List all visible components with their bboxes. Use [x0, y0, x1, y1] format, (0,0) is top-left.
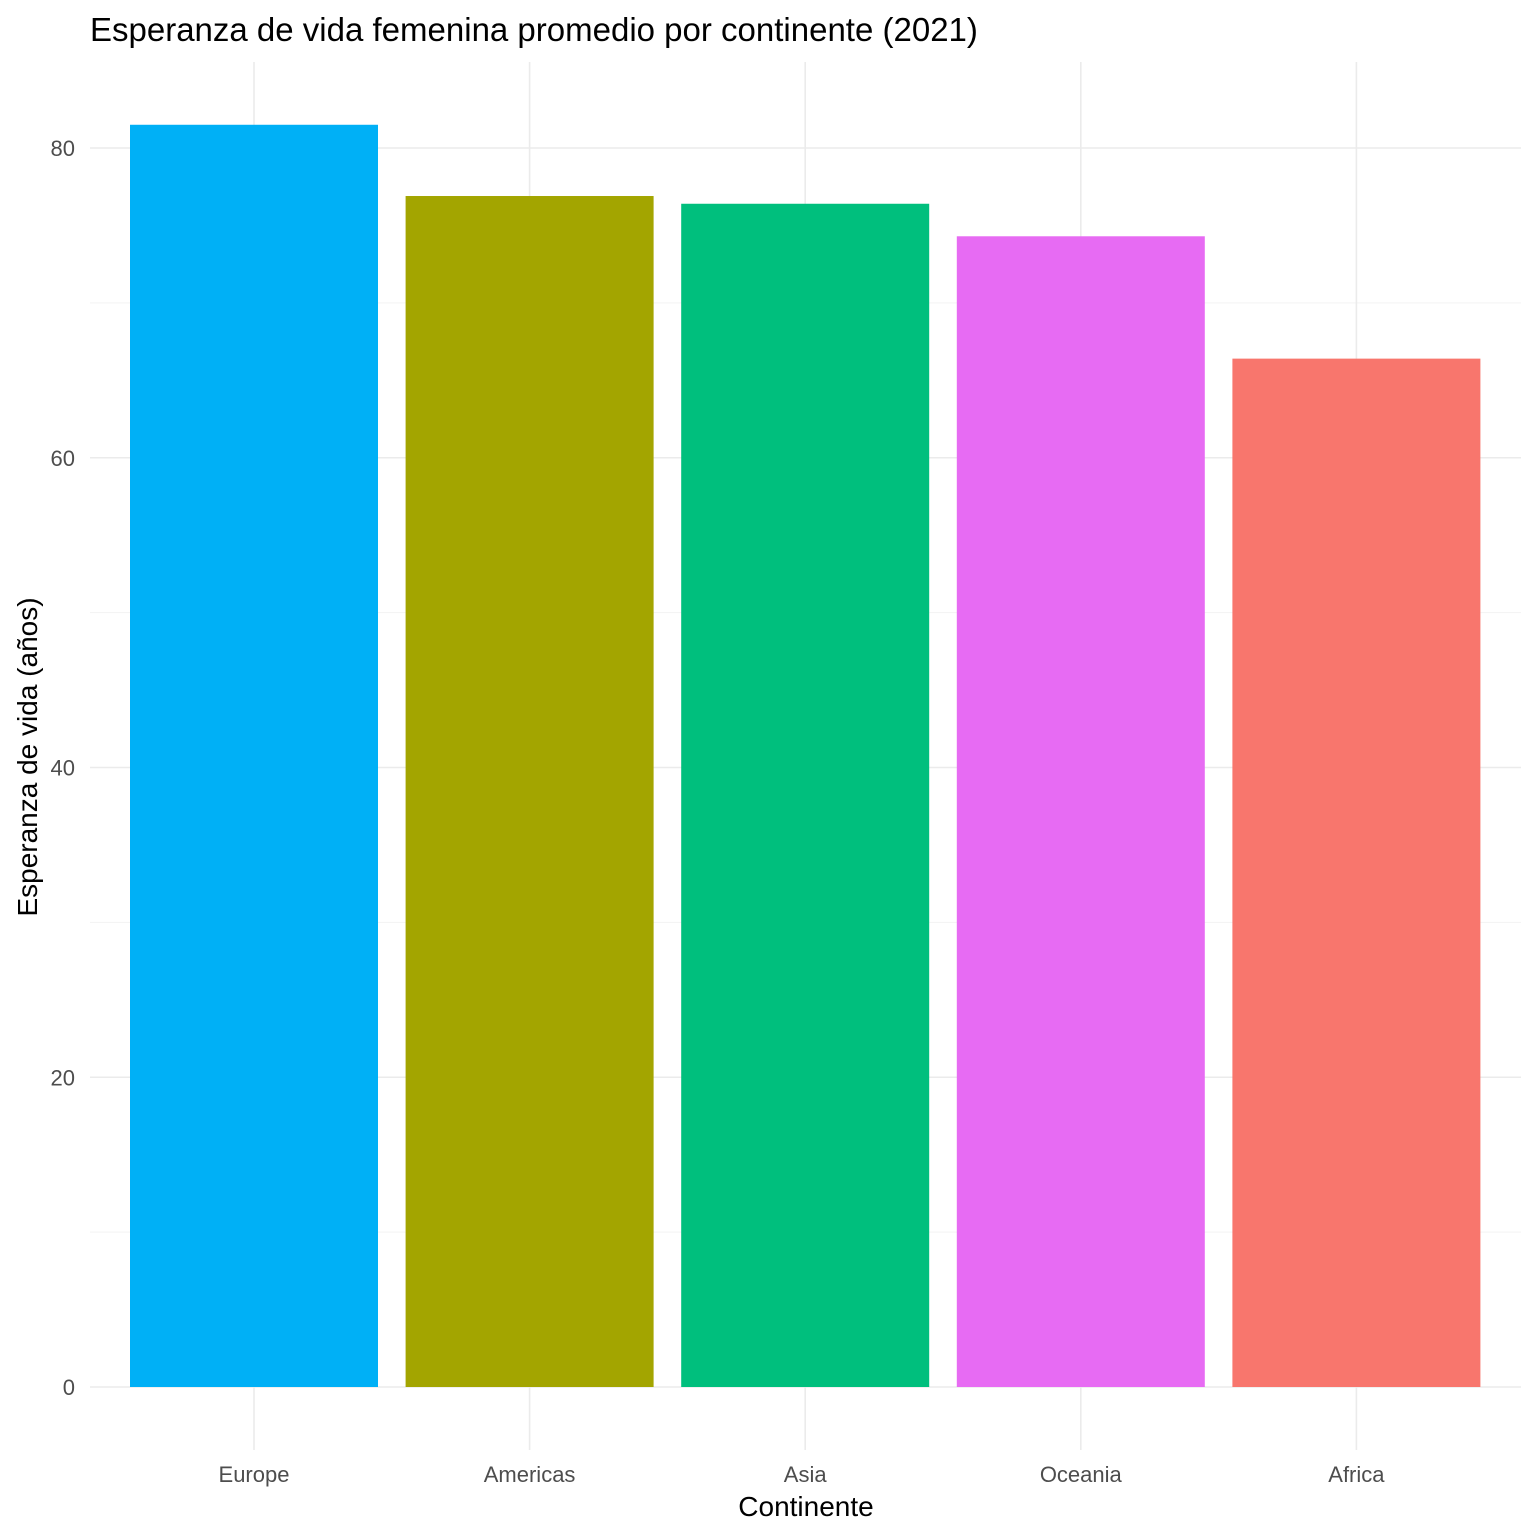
y-tick-label: 40: [51, 756, 75, 781]
y-tick-label: 20: [51, 1065, 75, 1090]
bar-americas: [405, 196, 654, 1388]
x-tick-label: Africa: [1328, 1462, 1385, 1487]
x-tick-label: Europe: [219, 1462, 290, 1487]
y-axis-ticks: 0 20 40 60 80: [51, 136, 75, 1400]
y-tick-label: 80: [51, 136, 75, 161]
chart-title: Esperanza de vida femenina promedio por …: [90, 11, 978, 48]
bars: [130, 124, 1481, 1388]
y-tick-label: 60: [51, 446, 75, 471]
bar-europe: [130, 124, 378, 1387]
x-axis-title: Continente: [738, 1491, 873, 1522]
x-axis-ticks: Europe Americas Asia Oceania Africa: [219, 1462, 1386, 1487]
x-tick-label: Americas: [484, 1462, 576, 1487]
bar-oceania: [956, 236, 1205, 1387]
bar-africa: [1232, 358, 1481, 1387]
x-tick-label: Asia: [784, 1462, 828, 1487]
y-axis-title: Esperanza de vida (años): [12, 597, 43, 916]
y-tick-label: 0: [63, 1375, 75, 1400]
x-tick-label: Oceania: [1040, 1462, 1123, 1487]
bar-asia: [681, 203, 930, 1387]
